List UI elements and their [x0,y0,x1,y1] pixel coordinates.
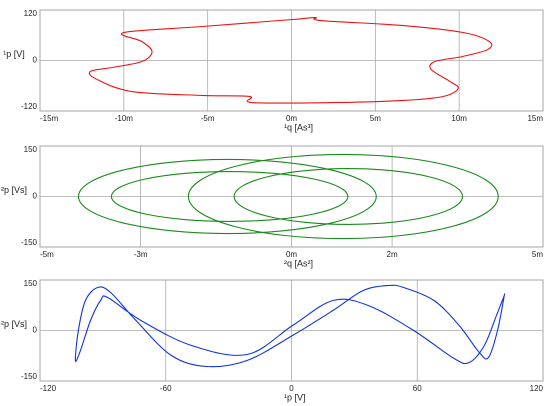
x-tick-label: 0 [289,384,294,393]
x-tick-label: -120 [40,384,57,393]
x-tick-label: 5m [532,250,543,259]
x-tick-label: 2m [387,250,398,259]
x-axis-label: ¹q [As³] [284,122,313,132]
x-tick-label: 60 [413,384,422,393]
x-tick-label: -5m [201,114,215,123]
y-axis-label: ¹p [V] [3,48,25,59]
curve [74,284,506,368]
curve [187,153,499,240]
x-tick-label: -15m [40,114,59,123]
x-tick-label: 15m [527,114,543,123]
x-tick-label: 0m [286,114,297,123]
x-axis-label: ²q [As²] [284,258,313,268]
y-tick-label: -120 [21,102,38,111]
x-tick-label: 5m [370,114,381,123]
x-tick-label: -3m [134,250,148,259]
x-tick-label: 10m [451,114,467,123]
x-tick-label: -60 [160,384,172,393]
y-tick-label: 150 [24,279,38,288]
curve [88,16,493,104]
y-axis-label: ²p [Vs] [0,318,27,329]
x-tick-label: -10m [115,114,134,123]
curve [77,158,377,235]
y-tick-label: -150 [21,238,38,247]
y-axis-label: ²p [Vs] [0,184,27,195]
x-tick-label: 0m [286,250,297,259]
y-tick-label: -150 [21,372,38,381]
y-tick-label: 0 [33,192,38,201]
x-axis-label: ¹p [V] [284,392,306,402]
curve [233,168,464,225]
y-tick-label: 0 [33,326,38,335]
y-tick-label: 0 [33,56,38,65]
y-tick-label: 150 [24,145,38,154]
y-tick-label: 120 [24,9,38,18]
x-tick-label: -5m [40,250,54,259]
curve [110,171,349,222]
x-tick-label: 120 [530,384,544,393]
